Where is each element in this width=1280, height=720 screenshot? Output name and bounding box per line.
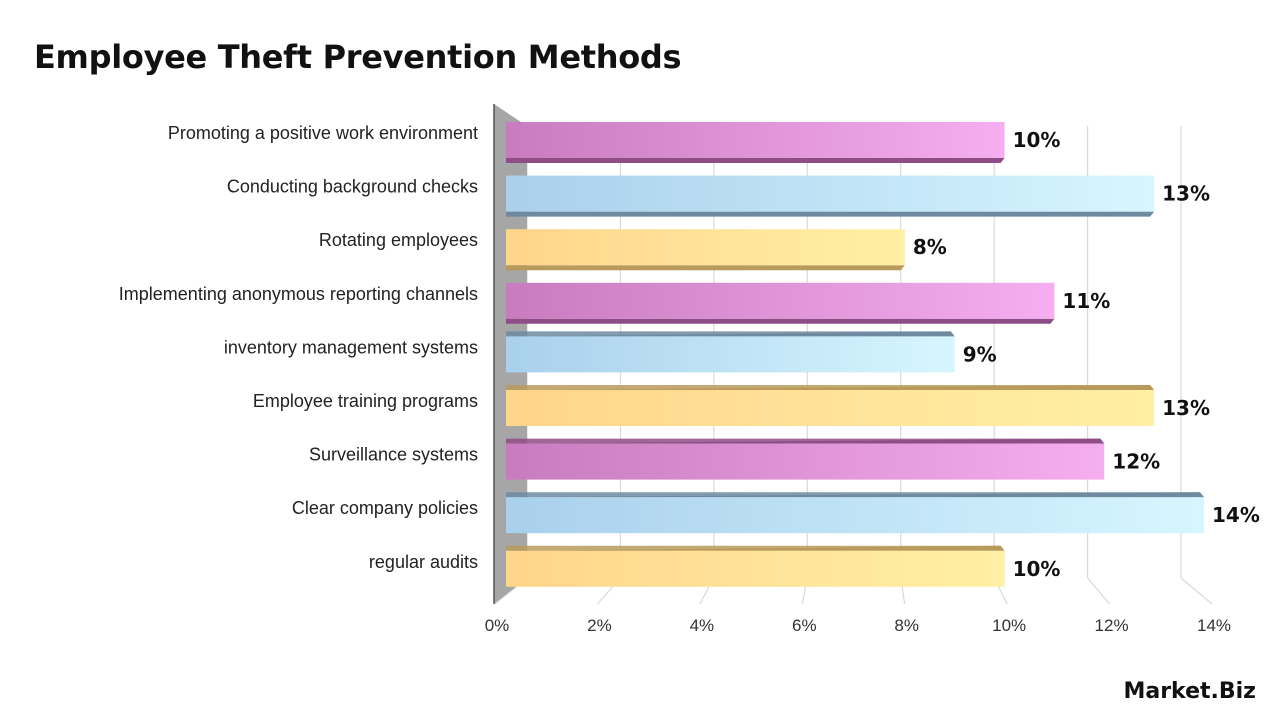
bar-group — [506, 122, 1005, 163]
bar-group — [506, 385, 1155, 426]
category-label: Employee training programs — [253, 391, 478, 411]
category-label: Promoting a positive work environment — [168, 123, 478, 143]
category-label: inventory management systems — [224, 337, 478, 357]
data-labels: 10% 13% 8% 11% 9% 13% 12% 14% 10% — [913, 128, 1260, 581]
x-axis-ticks: 0% 2% 4% 6% 8% 10% 12% 14% — [485, 616, 1231, 635]
category-labels: Promoting a positive work environment Con… — [119, 123, 478, 572]
bar-depth-face — [506, 158, 1005, 163]
bar-group — [506, 492, 1204, 534]
bar-depth-face — [506, 318, 1055, 324]
bar-top-face — [506, 545, 1005, 551]
bar — [506, 443, 1105, 480]
bar — [506, 390, 1155, 426]
category-label: Surveillance systems — [309, 445, 478, 465]
x-tick-label: 2% — [587, 616, 612, 635]
bar — [506, 550, 1005, 587]
category-label: regular audits — [369, 552, 478, 572]
grid-line-foot — [1087, 577, 1111, 605]
bar-group — [506, 545, 1005, 587]
bar — [506, 336, 955, 373]
bar — [506, 229, 905, 266]
bar-group — [506, 438, 1105, 480]
bar-top-face — [506, 385, 1155, 390]
bar-depth-face — [506, 265, 905, 271]
data-label: 10% — [1013, 128, 1061, 152]
x-tick-label: 10% — [992, 616, 1026, 635]
category-label: Clear company policies — [292, 498, 478, 518]
grid-line-foot — [1180, 577, 1213, 605]
data-label: 8% — [913, 235, 947, 259]
data-label: 13% — [1162, 182, 1210, 206]
bar-group — [506, 331, 955, 373]
bar-depth-face — [506, 211, 1155, 217]
category-label: Rotating employees — [319, 230, 478, 250]
bar-top-face — [506, 438, 1105, 444]
data-label: 9% — [963, 342, 997, 366]
x-tick-label: 0% — [485, 616, 510, 635]
bar-group — [506, 229, 905, 271]
chart-title: Employee Theft Prevention Methods — [34, 38, 682, 76]
bar-top-face — [506, 331, 955, 337]
brand-logo: Market.Biz — [1123, 679, 1256, 704]
bars — [506, 122, 1204, 587]
x-tick-label: 8% — [894, 616, 919, 635]
bar — [506, 175, 1155, 212]
x-tick-label: 6% — [792, 616, 817, 635]
x-tick-label: 4% — [690, 616, 715, 635]
bar-group — [506, 175, 1155, 217]
bar-top-face — [506, 492, 1204, 498]
bar — [506, 122, 1005, 158]
data-label: 13% — [1162, 396, 1210, 420]
category-label: Implementing anonymous reporting channel… — [119, 284, 478, 304]
x-tick-label: 14% — [1197, 616, 1231, 635]
category-label: Conducting background checks — [227, 177, 478, 197]
bar — [506, 282, 1055, 319]
x-tick-label: 12% — [1095, 616, 1129, 635]
bar — [506, 497, 1204, 534]
data-label: 11% — [1062, 289, 1110, 313]
data-label: 10% — [1013, 557, 1061, 581]
brand-logo-text: Market.Biz — [1123, 679, 1256, 704]
data-label: 14% — [1212, 503, 1260, 527]
bar-group — [506, 282, 1055, 324]
data-label: 12% — [1112, 450, 1160, 474]
